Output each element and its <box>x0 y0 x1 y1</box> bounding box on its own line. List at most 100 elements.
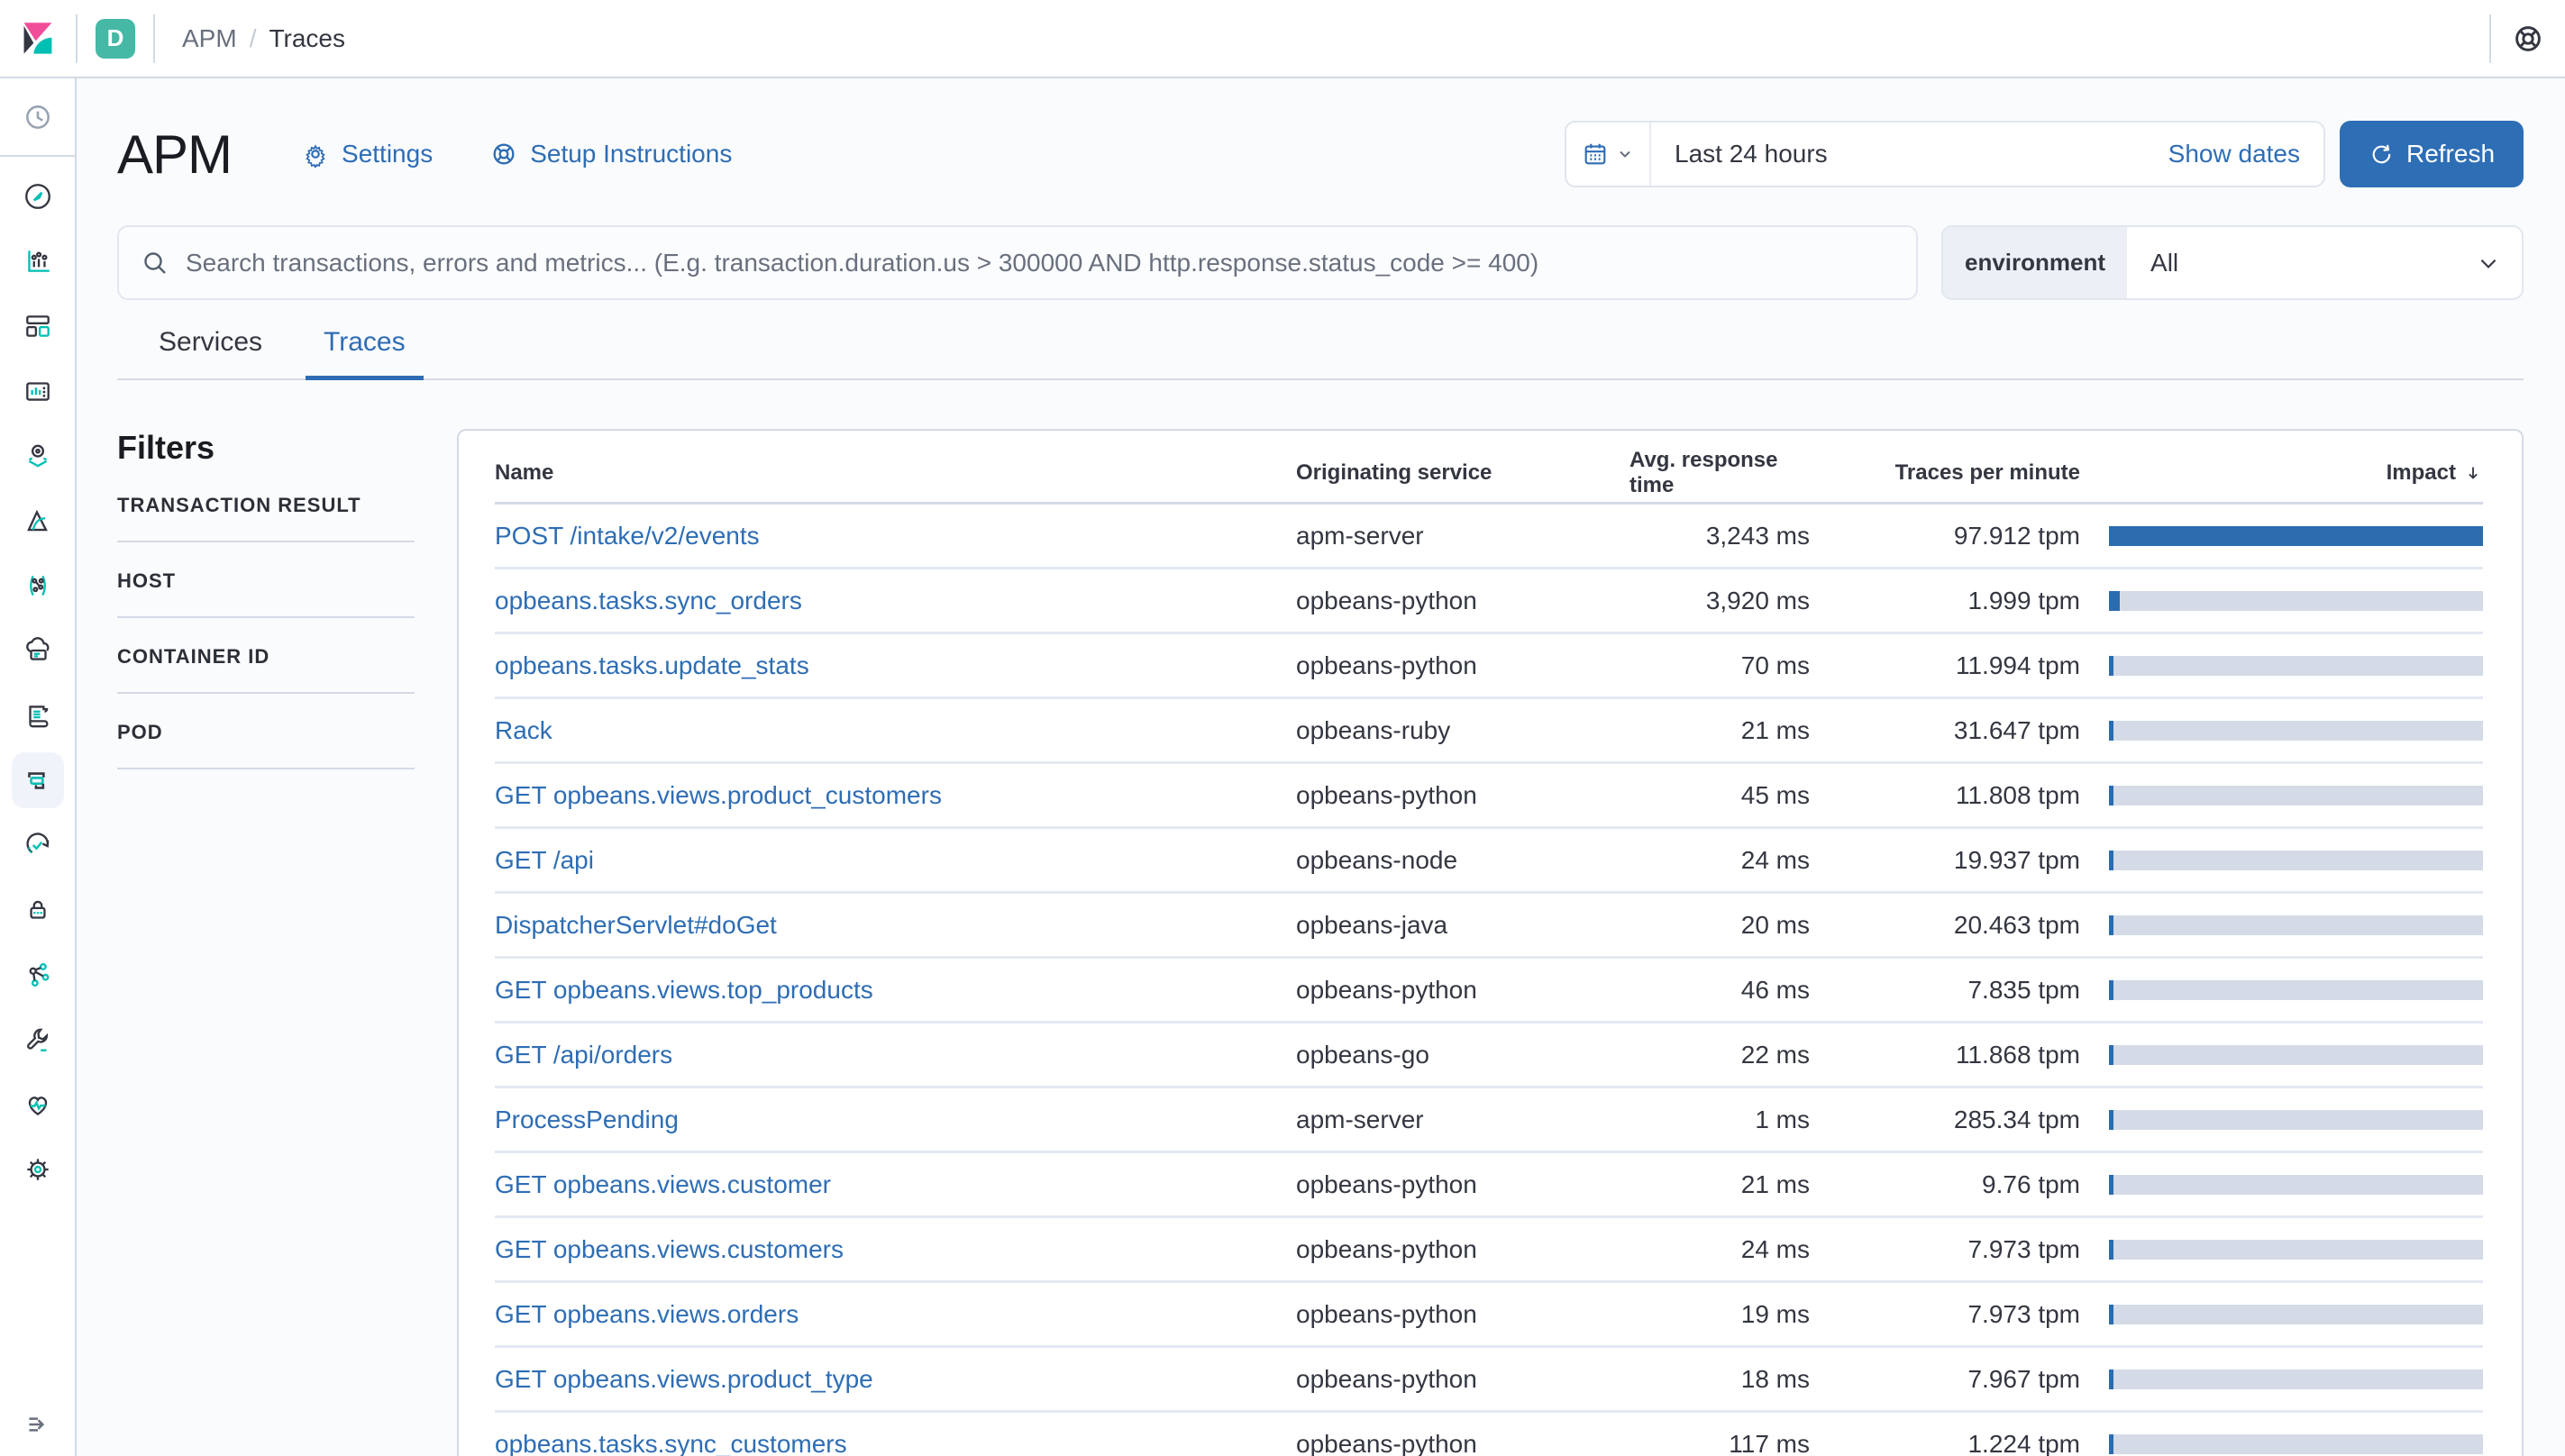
trace-name-link[interactable]: GET /api/orders <box>495 1040 673 1069</box>
impact-cell <box>2080 785 2483 805</box>
sidebar-item-dashboard[interactable] <box>10 311 66 341</box>
sidebar-item-canvas[interactable] <box>10 376 66 406</box>
impact-bar-track <box>2109 785 2483 805</box>
impact-bar-fill <box>2109 1109 2113 1130</box>
table-body: POST /intake/v2/events apm-server 3,243 … <box>495 505 2483 1456</box>
collapse-nav-button[interactable] <box>0 1409 75 1440</box>
column-header-traces-per-minute[interactable]: Traces per minute <box>1894 460 2080 485</box>
impact-bar-fill <box>2109 1304 2113 1324</box>
avg-response-time: 21 ms <box>1740 1169 1810 1198</box>
chevron-down-icon <box>1620 150 1630 158</box>
environment-select[interactable]: environment All <box>1941 225 2524 300</box>
originating-service: opbeans-python <box>1296 1234 1477 1263</box>
sidebar-item-monitoring[interactable] <box>10 1089 66 1120</box>
kibana-logo[interactable] <box>0 22 76 56</box>
table-row: opbeans.tasks.sync_orders opbeans-python… <box>495 569 2483 634</box>
sidebar-item-logs[interactable] <box>10 700 66 731</box>
filter-section-pod: POD <box>117 694 415 769</box>
trace-name-link[interactable]: GET opbeans.views.product_type <box>495 1364 873 1393</box>
column-header-impact[interactable]: Impact <box>2080 460 2483 486</box>
filters-title: Filters <box>117 429 215 466</box>
trace-name-link[interactable]: Rack <box>495 715 552 744</box>
trace-name-link[interactable]: GET opbeans.views.top_products <box>495 975 873 1004</box>
trace-name-link[interactable]: opbeans.tasks.sync_orders <box>495 586 802 614</box>
column-header-originating-service[interactable]: Originating service <box>1296 460 1492 485</box>
maps-icon <box>28 444 47 468</box>
search-input[interactable] <box>186 248 1894 278</box>
sidebar-item-recently-viewed[interactable] <box>10 102 66 132</box>
avg-response-time: 70 ms <box>1740 651 1810 679</box>
sidebar-item-graph[interactable] <box>10 570 66 601</box>
filter-section-container-id: CONTAINER ID <box>117 618 415 694</box>
trace-name-link[interactable]: opbeans.tasks.sync_customers <box>495 1429 847 1456</box>
trace-name-link[interactable]: ProcessPending <box>495 1105 679 1133</box>
apm-icon <box>27 772 45 789</box>
date-picker-value[interactable]: Last 24 hours <box>1675 140 1828 168</box>
refresh-button[interactable]: Refresh <box>2340 121 2524 187</box>
sidebar-item-apm[interactable] <box>10 752 66 808</box>
originating-service: opbeans-python <box>1296 975 1477 1004</box>
avg-response-time: 21 ms <box>1740 715 1810 744</box>
sidebar-item-siem[interactable] <box>10 895 66 925</box>
menu-collapse-icon <box>28 1417 44 1432</box>
trace-name-link[interactable]: GET /api <box>495 845 594 874</box>
trace-name-link[interactable]: GET opbeans.views.customers <box>495 1234 844 1263</box>
impact-bar-track <box>2109 1174 2483 1195</box>
sidebar-item-discover[interactable] <box>10 181 66 212</box>
table-row: GET opbeans.views.product_customers opbe… <box>495 764 2483 829</box>
impact-bar-fill <box>2109 979 2113 1000</box>
traces-per-minute: 7.973 tpm <box>1967 1234 2080 1263</box>
traces-per-minute: 1.224 tpm <box>1967 1429 2080 1456</box>
column-header-name[interactable]: Name <box>495 460 554 485</box>
breadcrumb-separator: / <box>249 23 257 52</box>
trace-name-link[interactable]: POST /intake/v2/events <box>495 521 760 550</box>
traces-table-card: Name Originating service Avg. response t… <box>457 429 2524 1456</box>
trace-name-link[interactable]: GET opbeans.views.customer <box>495 1169 831 1198</box>
breadcrumb-apm[interactable]: APM <box>182 23 237 52</box>
help-menu-button[interactable] <box>2491 23 2565 55</box>
sidebar-item-visualize[interactable] <box>10 246 66 277</box>
settings-gear-icon <box>306 144 325 168</box>
super-date-picker: Last 24 hours Show dates <box>1565 121 2325 187</box>
show-dates-button[interactable]: Show dates <box>2168 140 2300 168</box>
trace-name-link[interactable]: GET opbeans.views.orders <box>495 1299 799 1328</box>
space-switcher-badge[interactable]: D <box>96 18 135 59</box>
impact-cell <box>2080 590 2483 611</box>
tab-traces[interactable]: Traces <box>306 327 424 380</box>
sidebar-item-uptime[interactable] <box>10 830 66 860</box>
impact-cell <box>2080 1304 2483 1324</box>
impact-cell <box>2080 720 2483 741</box>
impact-bar-fill <box>2109 525 2483 546</box>
trace-name-link[interactable]: DispatcherServlet#doGet <box>495 910 777 939</box>
column-header-avg-response-time[interactable]: Avg. response time <box>1629 447 1778 497</box>
impact-bar-track <box>2109 525 2483 546</box>
impact-bar-track <box>2109 655 2483 676</box>
date-picker-quick-menu-button[interactable] <box>1566 123 1651 186</box>
avg-response-time: 20 ms <box>1740 910 1810 939</box>
trace-name-link[interactable]: GET opbeans.views.product_customers <box>495 780 942 809</box>
traces-per-minute: 11.808 tpm <box>1955 780 2080 809</box>
sidebar-item-code[interactable] <box>10 960 66 990</box>
impact-bar-fill <box>2109 785 2113 805</box>
sidebar-item-maps[interactable] <box>10 441 66 471</box>
sidebar-item-metrics[interactable] <box>10 635 66 666</box>
settings-link[interactable]: Settings <box>302 140 433 168</box>
tab-services[interactable]: Services <box>159 327 263 357</box>
avg-response-time: 18 ms <box>1740 1364 1810 1393</box>
table-row: GET opbeans.views.product_type opbeans-p… <box>495 1348 2483 1413</box>
impact-cell <box>2080 1109 2483 1130</box>
impact-bar-fill <box>2109 590 2120 611</box>
sidebar-item-dev-tools[interactable] <box>10 1024 66 1055</box>
table-row: POST /intake/v2/events apm-server 3,243 … <box>495 505 2483 569</box>
table-row: ProcessPending apm-server 1 ms 285.34 tp… <box>495 1088 2483 1153</box>
originating-service: opbeans-node <box>1296 845 1458 874</box>
environment-label: environment <box>1943 227 2128 298</box>
trace-name-link[interactable]: opbeans.tasks.update_stats <box>495 651 809 679</box>
table-header-row: Name Originating service Avg. response t… <box>495 443 2483 505</box>
sort-descending-icon <box>2469 467 2478 479</box>
avg-response-time: 24 ms <box>1740 845 1810 874</box>
sidebar-item-machine-learning[interactable] <box>10 505 66 536</box>
setup-instructions-link[interactable]: Setup Instructions <box>490 140 732 168</box>
sidebar-item-management[interactable] <box>10 1154 66 1185</box>
avg-response-time: 3,243 ms <box>1705 521 1810 550</box>
